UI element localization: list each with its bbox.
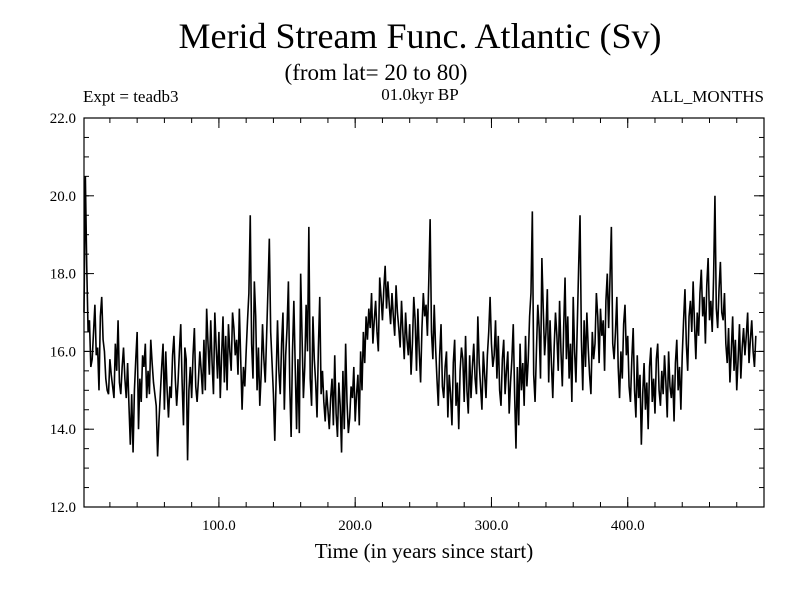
x-tick-label: 400.0 [611, 518, 645, 534]
y-tick-label: 12.0 [50, 500, 76, 516]
y-tick-label: 22.0 [50, 111, 76, 127]
x-tick-label: 300.0 [475, 518, 509, 534]
period-label: 01.0kyr BP [381, 85, 459, 104]
x-tick-label: 200.0 [338, 518, 372, 534]
data-line [83, 176, 757, 461]
x-axis-label: Time (in years since start) [315, 539, 534, 563]
chart-title: Merid Stream Func. Atlantic (Sv) [178, 16, 662, 56]
experiment-label: Expt = teadb3 [83, 87, 179, 106]
y-tick-label: 16.0 [50, 344, 76, 360]
chart-subtitle: (from lat= 20 to 80) [284, 60, 468, 85]
axis-ticks: 12.0 14.0 16.0 18.0 20.0 22.0 100.0 200.0 300.0 4… [50, 111, 764, 534]
x-tick-label: 100.0 [202, 518, 236, 534]
y-tick-label: 18.0 [50, 267, 76, 283]
months-label: ALL_MONTHS [650, 87, 764, 106]
y-tick-label: 14.0 [50, 422, 76, 438]
y-tick-label: 20.0 [50, 189, 76, 205]
